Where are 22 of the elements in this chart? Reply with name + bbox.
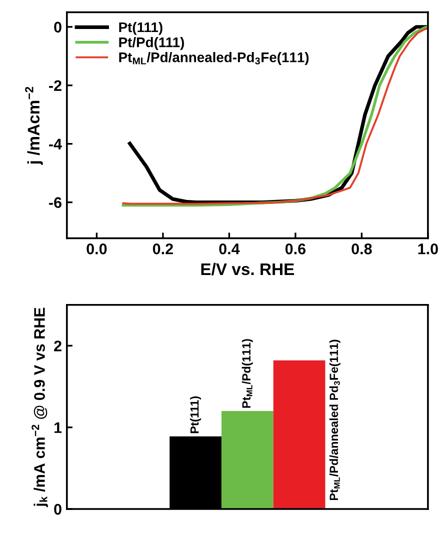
legend-label: Pt$_{ML}$/Pd/annealed-Pd$_{3}$Fe(111)	[119, 52, 309, 65]
y-tick-label: 0	[54, 22, 62, 33]
y-tick-label: -4	[49, 138, 62, 150]
category-label: Pt$_{ML}$/Pd(111)	[242, 339, 253, 408]
x-tick-label: 0.2	[152, 244, 173, 254]
x-tick-label: 0.8	[352, 244, 372, 254]
category-label: Pt$_{ML}$/Pd/annealed Pd$_{3}$Fe(111)	[329, 340, 340, 500]
y-axis-title: j$_{k}$ /mA cm$^{−2}$ @ 0.9 V vs RHE	[32, 308, 48, 508]
category-label: Pt(111)	[190, 396, 202, 434]
y-axis-title: j /mAcm$^{−2}$	[25, 86, 43, 165]
x-tick-label: 0.0	[86, 244, 107, 254]
x-tick-label: 0.6	[285, 244, 306, 254]
y-tick-label: 0	[54, 504, 62, 515]
y-tick-label: -2	[49, 80, 62, 91]
y-tick-label: -6	[49, 197, 62, 208]
y-tick-label: 1	[54, 422, 62, 433]
x-tick-label: 0.4	[219, 244, 240, 254]
y-tick-label: 2	[54, 340, 62, 352]
x-axis-title: E/V vs. RHE	[201, 262, 294, 276]
legend-label: Pt(111)	[119, 22, 162, 35]
legend-label: Pt/Pd(111)	[119, 37, 184, 50]
x-tick-label: 1.0	[418, 244, 438, 254]
